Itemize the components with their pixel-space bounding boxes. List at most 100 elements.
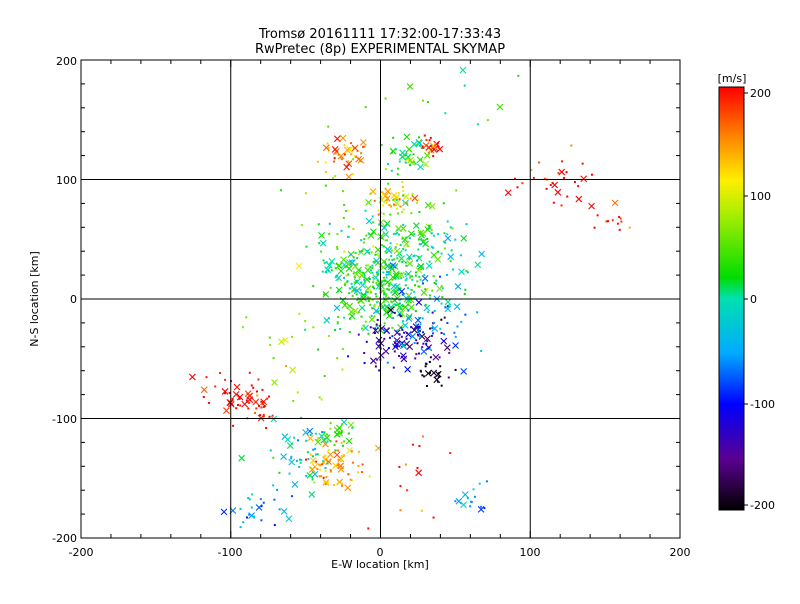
data-point-cross bbox=[357, 248, 365, 256]
data-point bbox=[409, 164, 412, 167]
data-point bbox=[371, 307, 374, 310]
y-tick-label: 200 bbox=[56, 55, 77, 68]
data-point bbox=[316, 160, 319, 163]
data-point bbox=[431, 332, 434, 335]
data-point bbox=[242, 521, 245, 524]
data-point bbox=[385, 293, 388, 296]
data-point bbox=[396, 345, 399, 348]
data-point bbox=[417, 255, 420, 258]
data-point bbox=[423, 134, 426, 137]
data-point bbox=[290, 442, 293, 445]
data-point bbox=[420, 509, 423, 512]
data-point bbox=[245, 399, 248, 402]
data-point-cross bbox=[444, 305, 452, 313]
data-point bbox=[433, 281, 436, 284]
data-point bbox=[320, 250, 323, 253]
data-point bbox=[444, 306, 447, 309]
data-point bbox=[607, 220, 610, 223]
data-point bbox=[421, 266, 424, 269]
data-point bbox=[300, 223, 303, 226]
data-point bbox=[438, 356, 441, 359]
data-point bbox=[432, 275, 435, 278]
data-point bbox=[375, 324, 378, 327]
data-point bbox=[480, 505, 483, 508]
data-point bbox=[306, 451, 309, 454]
data-point bbox=[347, 273, 350, 276]
data-point bbox=[393, 290, 396, 293]
data-point bbox=[464, 288, 467, 291]
data-point bbox=[248, 371, 251, 374]
data-point-cross bbox=[291, 480, 299, 488]
data-point bbox=[393, 276, 396, 279]
data-point bbox=[347, 225, 350, 228]
data-point bbox=[382, 276, 385, 279]
data-point-cross bbox=[332, 462, 340, 470]
data-point bbox=[374, 365, 377, 368]
data-point-cross bbox=[238, 454, 246, 462]
data-point bbox=[319, 464, 322, 467]
data-point bbox=[383, 279, 386, 282]
data-point bbox=[272, 484, 275, 487]
data-point bbox=[250, 506, 253, 509]
data-point bbox=[266, 397, 269, 400]
data-point bbox=[417, 198, 420, 201]
data-point bbox=[314, 447, 317, 450]
data-point bbox=[273, 498, 276, 501]
data-point bbox=[398, 333, 401, 336]
data-point bbox=[280, 189, 283, 192]
data-point bbox=[360, 281, 363, 284]
data-point bbox=[336, 278, 339, 281]
data-point-cross bbox=[377, 351, 385, 359]
data-point-cross bbox=[398, 255, 405, 263]
data-point bbox=[416, 259, 419, 262]
data-point-cross bbox=[343, 146, 351, 154]
data-point bbox=[340, 484, 343, 487]
data-point bbox=[435, 279, 438, 282]
data-point bbox=[257, 378, 260, 381]
data-point bbox=[352, 147, 355, 150]
data-point bbox=[352, 227, 355, 230]
data-point-cross bbox=[346, 447, 353, 454]
data-point-cross bbox=[396, 303, 404, 311]
data-point bbox=[422, 342, 425, 345]
data-point bbox=[485, 480, 488, 483]
data-point bbox=[337, 315, 340, 318]
data-point bbox=[628, 226, 631, 229]
data-point bbox=[405, 337, 408, 340]
data-point bbox=[442, 240, 445, 243]
data-point bbox=[371, 298, 374, 301]
data-point-cross bbox=[302, 429, 310, 436]
data-point bbox=[413, 232, 416, 235]
data-point bbox=[429, 294, 432, 297]
data-point-cross bbox=[360, 291, 367, 299]
data-point bbox=[366, 249, 369, 252]
data-point bbox=[390, 291, 393, 294]
data-point bbox=[345, 209, 348, 212]
data-point-cross bbox=[278, 338, 285, 346]
data-point-cross bbox=[458, 268, 465, 276]
data-point bbox=[425, 342, 428, 345]
data-point bbox=[202, 396, 205, 399]
data-point-cross bbox=[252, 398, 260, 406]
data-point-cross bbox=[444, 298, 452, 306]
data-point-cross bbox=[270, 415, 278, 423]
data-point bbox=[406, 489, 409, 492]
data-point-cross bbox=[383, 195, 391, 202]
data-point-cross bbox=[460, 367, 468, 375]
data-point bbox=[228, 391, 231, 394]
data-point bbox=[439, 365, 442, 368]
data-point bbox=[400, 341, 403, 344]
data-point bbox=[478, 482, 481, 485]
data-point bbox=[367, 296, 370, 299]
data-point bbox=[442, 202, 445, 205]
data-point bbox=[298, 465, 301, 468]
data-point bbox=[289, 457, 292, 460]
data-point bbox=[326, 433, 329, 436]
data-point bbox=[393, 197, 396, 200]
data-point bbox=[399, 315, 402, 318]
data-point bbox=[382, 271, 385, 274]
data-point bbox=[446, 322, 449, 325]
data-point bbox=[593, 226, 596, 229]
data-point bbox=[371, 267, 374, 270]
data-point bbox=[329, 422, 332, 425]
